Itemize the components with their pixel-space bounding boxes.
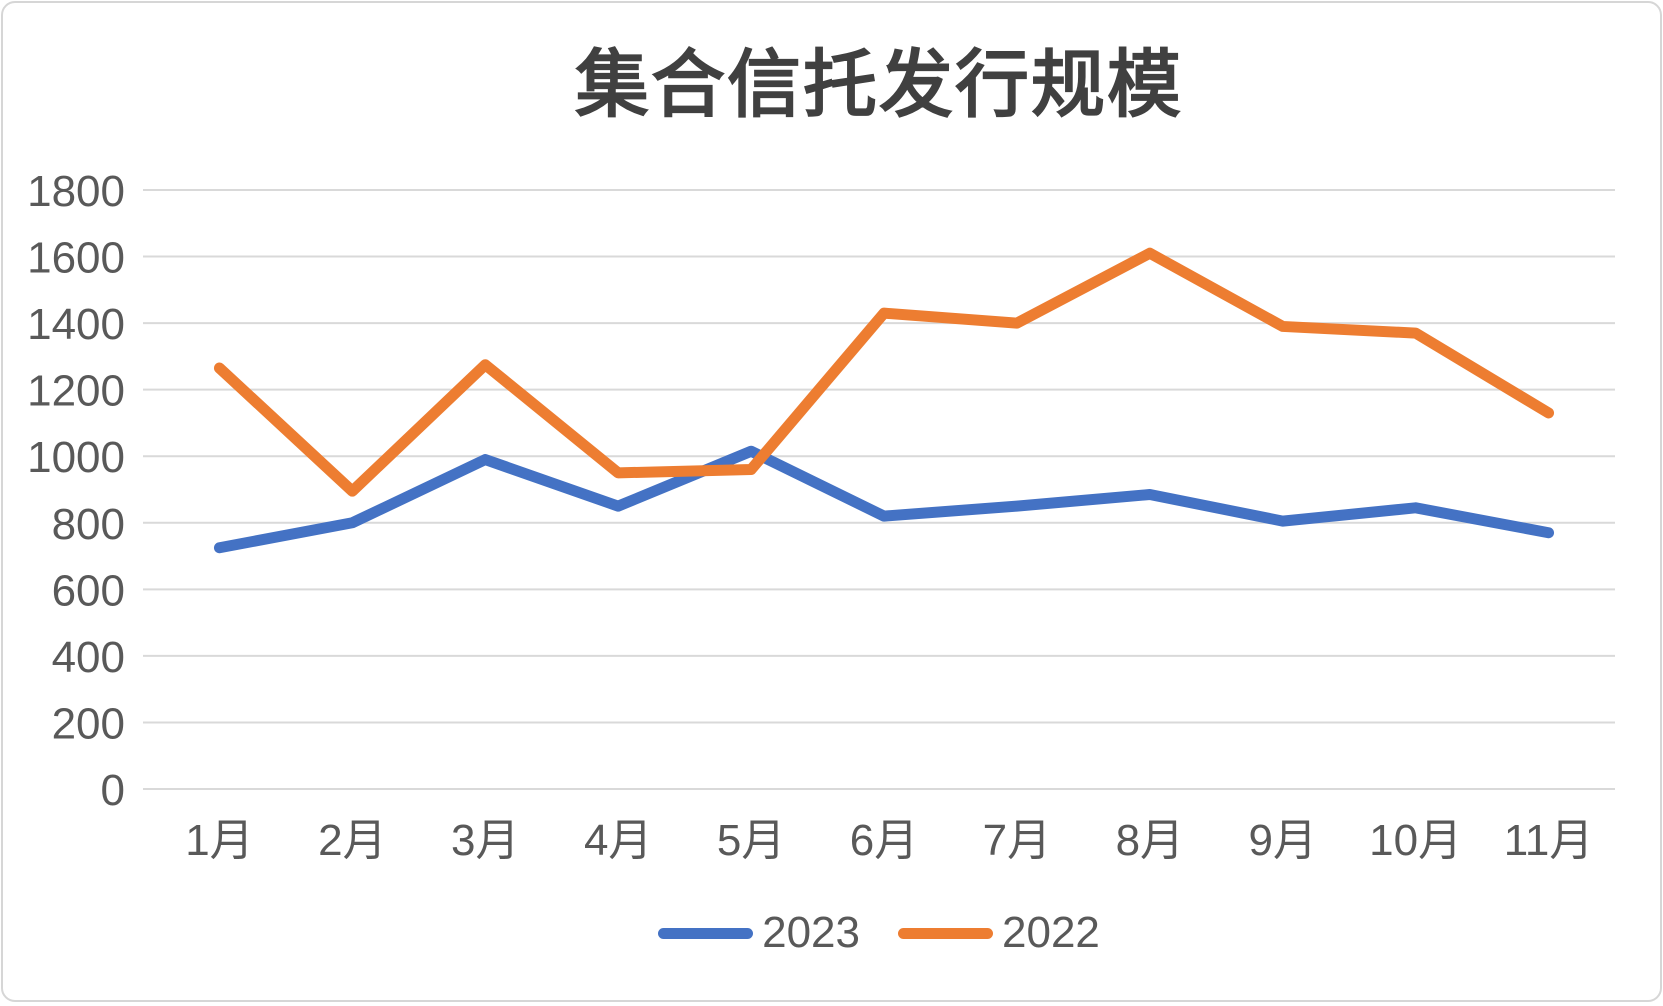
series-line-2022 [213,247,1555,497]
legend-label-2022: 2022 [1002,908,1100,957]
y-tick-label-1600: 1600 [27,234,125,283]
y-tick-label-1800: 1800 [27,167,125,216]
y-tick-label-200: 200 [52,699,125,748]
x-tick-label-7: 7月 [983,816,1051,865]
line-chart-plot: 0 200 400 600 800 1000 1200 1400 1600 1800 1月 2月 3月 4… [27,167,1615,865]
y-tick-label-800: 800 [52,500,125,549]
x-tick-label-6: 6月 [850,816,918,865]
x-tick-label-8: 8月 [1116,816,1184,865]
x-tick-label-2: 2月 [318,816,386,865]
legend-item-2022: 2022 [898,911,1100,955]
y-tick-label-1000: 1000 [27,433,125,482]
x-tick-label-3: 3月 [451,816,519,865]
x-tick-label-4: 4月 [584,816,652,865]
x-tick-label-11: 11月 [1504,816,1594,865]
x-tick-label-9: 9月 [1248,816,1316,865]
x-tick-label-5: 5月 [717,816,785,865]
y-tick-label-1400: 1400 [27,300,125,349]
legend-swatch-2022-line [898,927,993,939]
chart-legend: 2023 2022 [143,903,1615,963]
y-tick-label-1200: 1200 [27,367,125,416]
y-tick-label-600: 600 [52,566,125,615]
chart-title: 集合信托发行规模 [575,42,1183,126]
series-line-2023 [213,445,1555,554]
x-tick-label-10: 10月 [1369,816,1462,865]
legend-swatch-2023-line [658,927,754,939]
legend-item-2023: 2023 [658,911,860,955]
x-tick-label-1: 1月 [185,816,253,865]
y-tick-label-400: 400 [52,633,125,682]
legend-label-2023: 2023 [762,908,860,957]
y-tick-label-0: 0 [101,766,125,815]
